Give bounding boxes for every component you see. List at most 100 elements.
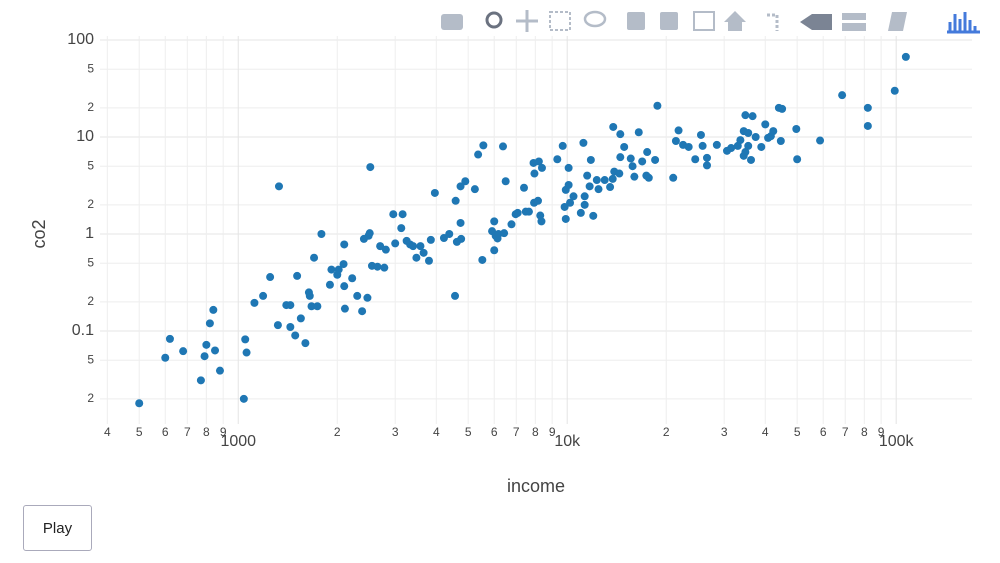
point: [310, 253, 319, 262]
hover-compare-icon[interactable]: [842, 13, 866, 31]
point: [215, 366, 224, 375]
lasso-icon[interactable]: [583, 10, 607, 28]
play-button[interactable]: Play: [23, 505, 92, 551]
point: [747, 155, 756, 164]
point: [537, 163, 546, 172]
point: [339, 260, 348, 269]
point: [307, 302, 316, 311]
point: [239, 394, 248, 403]
autoscale-icon[interactable]: [693, 11, 715, 31]
point: [901, 52, 910, 61]
hover-closest-icon[interactable]: [800, 14, 832, 30]
x-tick-label: 2: [334, 425, 341, 439]
point: [585, 182, 594, 191]
point: [461, 177, 470, 186]
point: [616, 130, 625, 139]
zoom-out-icon[interactable]: [660, 12, 678, 30]
point: [424, 256, 433, 265]
box-select-icon[interactable]: [549, 11, 571, 31]
zoom-icon[interactable]: [485, 11, 503, 29]
point: [348, 274, 357, 283]
point: [397, 224, 406, 233]
point: [653, 101, 662, 110]
point: [391, 239, 400, 248]
editor-icon[interactable]: [888, 12, 907, 31]
zoom-in-icon[interactable]: [627, 12, 645, 30]
point: [616, 153, 625, 162]
point: [456, 218, 465, 227]
point: [242, 348, 251, 357]
point: [520, 183, 529, 192]
point: [626, 154, 635, 163]
point: [702, 161, 711, 170]
point: [286, 323, 295, 331]
x-tick-label: 8: [861, 425, 868, 439]
point: [564, 181, 573, 190]
point: [643, 148, 652, 157]
point: [313, 302, 322, 311]
x-tick-label: 2: [663, 425, 670, 439]
camera-icon[interactable]: [441, 14, 463, 30]
point: [376, 242, 385, 251]
point: [259, 291, 268, 300]
point: [426, 235, 435, 244]
point: [456, 182, 465, 191]
point: [479, 141, 488, 150]
point: [628, 162, 637, 171]
plotly-logo[interactable]: [947, 12, 980, 34]
y-tick-label: 10: [76, 128, 94, 145]
y-axis-title: co2: [29, 219, 49, 248]
point: [274, 182, 283, 191]
spike-icon[interactable]: [767, 13, 779, 31]
point: [674, 126, 683, 135]
point: [524, 207, 533, 216]
point: [412, 253, 421, 262]
x-tick-label: 5: [136, 425, 143, 439]
point: [353, 291, 362, 300]
point: [761, 120, 770, 129]
point: [608, 174, 617, 183]
x-tick-label: 4: [104, 425, 111, 439]
point: [793, 155, 802, 164]
point: [409, 242, 418, 251]
point: [490, 246, 499, 255]
point: [200, 352, 209, 361]
pan-icon[interactable]: [516, 10, 538, 32]
x-tick-label: 6: [162, 425, 169, 439]
point: [744, 129, 753, 137]
x-tick-label: 8: [532, 425, 539, 439]
point: [416, 242, 425, 251]
point: [564, 163, 573, 172]
x-tick-label: 3: [392, 425, 399, 439]
point: [890, 86, 899, 95]
point: [474, 150, 483, 159]
point: [642, 171, 651, 180]
point: [296, 314, 305, 323]
x-tick-label: 10k: [554, 433, 581, 450]
point: [583, 171, 592, 180]
point: [513, 208, 522, 217]
point: [838, 91, 847, 100]
point: [327, 265, 336, 274]
point: [445, 230, 454, 239]
point: [712, 140, 721, 149]
point: [816, 136, 825, 145]
point: [592, 176, 601, 185]
reset-icon[interactable]: [724, 11, 746, 31]
point: [533, 196, 542, 205]
point: [266, 273, 275, 282]
point: [792, 124, 801, 133]
point: [135, 399, 144, 408]
point: [301, 339, 310, 348]
toolbar: [441, 10, 980, 34]
x-tick-label: 7: [184, 425, 191, 439]
point: [696, 130, 705, 139]
point: [202, 340, 211, 349]
point: [671, 136, 680, 145]
point: [600, 176, 609, 185]
point: [691, 155, 700, 164]
x-tick-label: 9: [549, 425, 556, 439]
point: [757, 142, 766, 151]
point: [250, 298, 259, 307]
